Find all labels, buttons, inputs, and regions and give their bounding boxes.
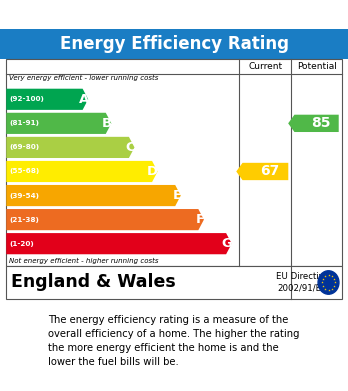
Text: Current: Current xyxy=(248,62,283,71)
Polygon shape xyxy=(236,163,288,180)
Bar xyxy=(6,59,342,266)
Polygon shape xyxy=(6,89,88,110)
Text: 85: 85 xyxy=(311,117,331,130)
Text: The energy efficiency rating is a measure of the
overall efficiency of a home. T: The energy efficiency rating is a measur… xyxy=(48,315,300,367)
Text: England & Wales: England & Wales xyxy=(11,273,176,292)
Text: Not energy efficient - higher running costs: Not energy efficient - higher running co… xyxy=(9,258,159,264)
Text: EU Directive
2002/91/EC: EU Directive 2002/91/EC xyxy=(276,272,329,293)
Text: Energy Efficiency Rating: Energy Efficiency Rating xyxy=(60,35,288,53)
Polygon shape xyxy=(6,137,134,158)
Text: A: A xyxy=(79,93,89,106)
Text: (92-100): (92-100) xyxy=(10,96,45,102)
Polygon shape xyxy=(6,233,232,254)
Bar xyxy=(0,29,348,59)
Text: 67: 67 xyxy=(260,165,279,178)
Text: G: G xyxy=(221,237,232,250)
Text: F: F xyxy=(196,213,205,226)
Text: C: C xyxy=(126,141,135,154)
Polygon shape xyxy=(288,115,339,132)
Text: Potential: Potential xyxy=(296,62,337,71)
Polygon shape xyxy=(6,209,204,230)
Text: (21-38): (21-38) xyxy=(10,217,40,222)
Text: (1-20): (1-20) xyxy=(10,241,34,247)
Polygon shape xyxy=(6,185,181,206)
Text: (39-54): (39-54) xyxy=(10,192,40,199)
Text: D: D xyxy=(147,165,158,178)
Text: (69-80): (69-80) xyxy=(10,144,40,151)
Polygon shape xyxy=(6,161,158,182)
Circle shape xyxy=(318,271,339,294)
Text: E: E xyxy=(172,189,181,202)
Polygon shape xyxy=(6,113,111,134)
Text: Very energy efficient - lower running costs: Very energy efficient - lower running co… xyxy=(9,75,158,81)
Bar xyxy=(6,266,342,299)
Text: B: B xyxy=(102,117,112,130)
Text: (55-68): (55-68) xyxy=(10,169,40,174)
Text: (81-91): (81-91) xyxy=(10,120,40,126)
